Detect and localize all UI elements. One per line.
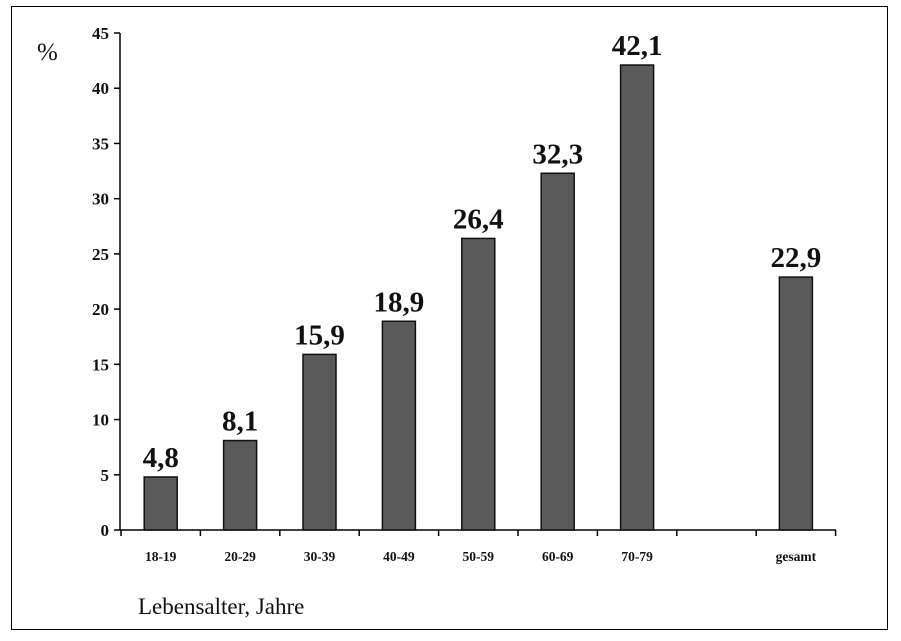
bar bbox=[778, 276, 814, 531]
y-tick-label: 35 bbox=[92, 134, 109, 153]
x-category-label: 18-19 bbox=[145, 549, 177, 564]
x-axis: 18-19 20-29 30-39 40-49 50-59 60-69 70-79 gesam… bbox=[120, 529, 837, 564]
x-category-label: 30-39 bbox=[304, 549, 336, 564]
bar bbox=[302, 353, 337, 531]
y-tick-label: 45 bbox=[92, 24, 109, 43]
x-category-label: 20-29 bbox=[224, 549, 256, 564]
x-axis-title: Lebensalter, Jahre bbox=[138, 594, 304, 619]
y-tick-label: 25 bbox=[92, 245, 109, 264]
bar-value-label: 8,1 bbox=[222, 406, 258, 438]
bar-value-label: 42,1 bbox=[612, 30, 663, 62]
y-tick-label: 15 bbox=[92, 355, 109, 374]
bars bbox=[143, 64, 814, 531]
bar-value-label: 26,4 bbox=[453, 203, 504, 235]
bar bbox=[540, 172, 575, 531]
y-tick-label: 5 bbox=[101, 466, 110, 485]
bar bbox=[619, 64, 655, 531]
y-tick-label: 10 bbox=[92, 411, 109, 430]
x-category-label: 50-59 bbox=[463, 549, 495, 564]
bar-value-label: 22,9 bbox=[771, 242, 822, 274]
data-labels: 4,8 8,1 15,9 18,9 26,4 32,3 42,1 22,9 bbox=[143, 30, 822, 474]
y-axis-unit-label: % bbox=[37, 39, 58, 66]
x-category-label: 40-49 bbox=[383, 549, 415, 564]
bar bbox=[222, 439, 258, 531]
bar bbox=[381, 320, 417, 531]
y-axis: 0 5 10 15 20 25 30 35 40 45 bbox=[92, 24, 121, 540]
x-category-label: gesamt bbox=[776, 549, 817, 564]
x-category-label: 70-79 bbox=[621, 549, 653, 564]
bar-value-label: 4,8 bbox=[143, 442, 179, 474]
y-tick-label: 20 bbox=[92, 300, 109, 319]
bar-value-label: 15,9 bbox=[294, 319, 345, 351]
x-category-label: 60-69 bbox=[542, 549, 574, 564]
bar-value-label: 32,3 bbox=[532, 138, 583, 170]
bar bbox=[143, 476, 178, 531]
bar bbox=[461, 237, 496, 531]
y-tick-label: 40 bbox=[92, 79, 109, 98]
bar-value-label: 18,9 bbox=[374, 286, 425, 318]
y-tick-label: 30 bbox=[92, 190, 109, 209]
y-tick-label: 0 bbox=[101, 521, 110, 540]
